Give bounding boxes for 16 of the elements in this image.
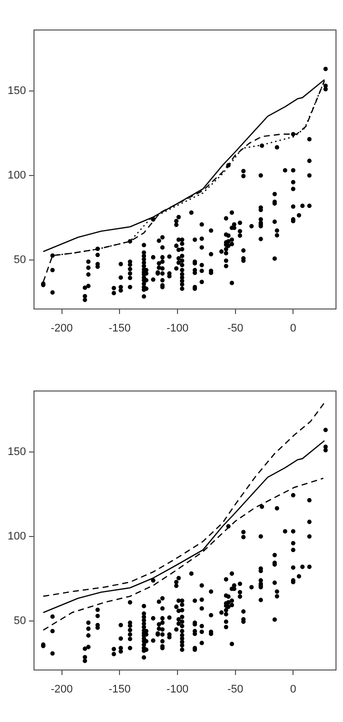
y-tick-label: 100	[8, 530, 26, 542]
y-tick-label: 50	[14, 614, 26, 627]
y-tick-label: 50	[14, 254, 26, 266]
x-tick-label: 0	[290, 322, 296, 335]
x-tick-label: -100	[166, 322, 188, 335]
x-tick-label: -50	[227, 684, 244, 696]
y-tick-label: 150	[8, 446, 26, 458]
x-tick-label: 0	[290, 684, 296, 696]
y-tick-label: 100	[8, 169, 26, 182]
x-tick-label: -150	[108, 322, 131, 335]
x-tick-label: -100	[166, 684, 188, 696]
x-tick-label: -200	[50, 684, 73, 696]
x-tick-label: -50	[227, 322, 244, 335]
x-tick-label: -200	[50, 322, 73, 335]
x-tick-label: -150	[108, 684, 131, 696]
y-tick-label: 150	[8, 84, 26, 97]
